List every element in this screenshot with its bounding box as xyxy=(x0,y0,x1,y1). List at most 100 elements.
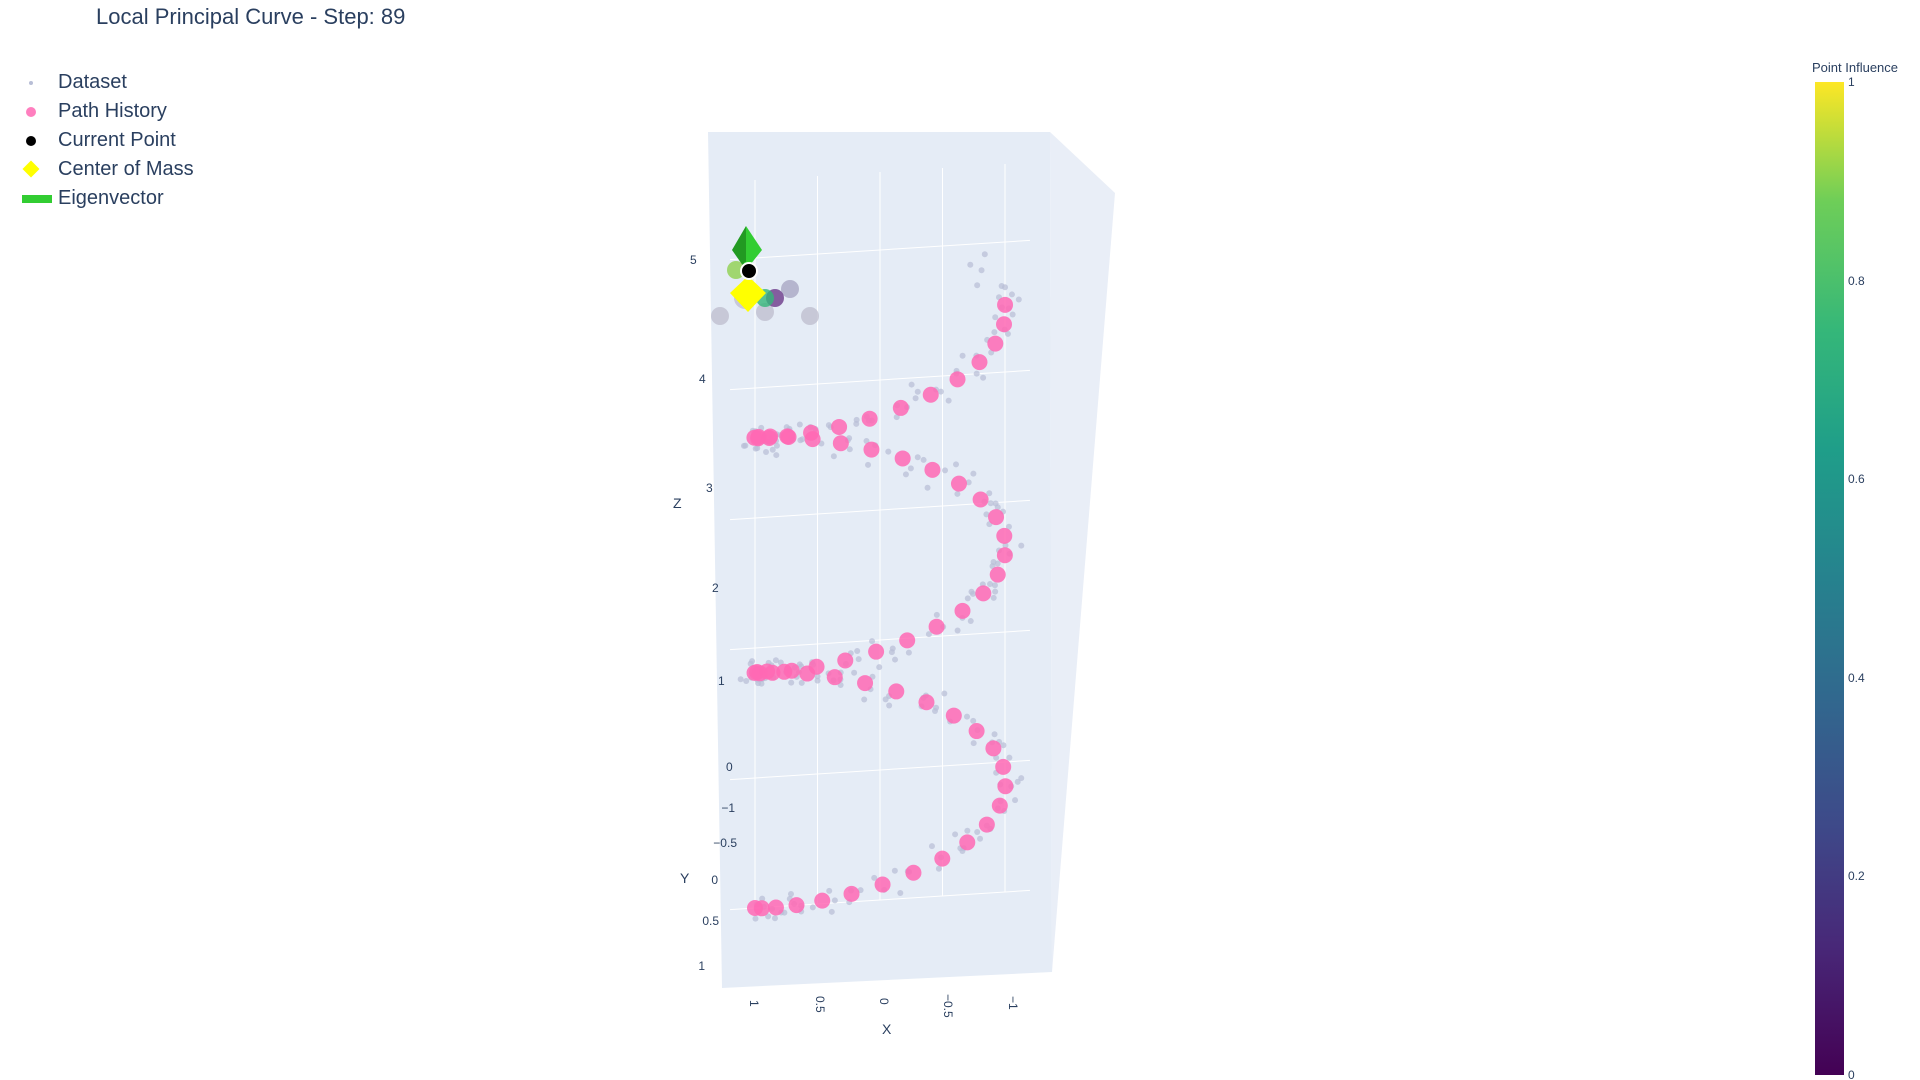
dataset-point xyxy=(991,582,998,589)
z-tick-0: 0 xyxy=(726,760,733,774)
colorbar: 1 0.8 0.6 0.4 0.2 0 xyxy=(1815,75,1865,1080)
dataset-point xyxy=(759,895,766,902)
dataset-point xyxy=(990,594,997,601)
dataset-point xyxy=(1004,330,1011,337)
dataset-point xyxy=(869,638,876,645)
x-tick-05: 0.5 xyxy=(813,996,827,1013)
dataset-point xyxy=(897,889,904,896)
dataset-point xyxy=(1008,291,1015,298)
path-history-point xyxy=(753,900,770,917)
path-history-point xyxy=(959,834,976,851)
path-history-point xyxy=(975,585,992,602)
y-axis-label: Y xyxy=(680,870,690,886)
legend-item-center-of-mass[interactable]: Center of Mass xyxy=(20,155,194,184)
y-axis-ticks: −1 −0.5 0 0.5 1 xyxy=(698,801,737,973)
path-history-point xyxy=(767,899,784,916)
dataset-point xyxy=(1018,542,1025,549)
y-tick-neg05: −0.5 xyxy=(713,836,737,850)
path-history-point xyxy=(996,527,1013,544)
x-tick-neg05: −0.5 xyxy=(941,994,955,1018)
path-history-points xyxy=(746,296,1014,917)
path-history-point xyxy=(899,632,916,649)
dataset-point xyxy=(885,448,892,455)
dataset-point xyxy=(871,874,878,881)
right-side-pane xyxy=(1050,132,1115,972)
dataset-point xyxy=(952,831,959,838)
dataset-point xyxy=(905,649,912,656)
path-history-point xyxy=(832,435,849,452)
dataset-point xyxy=(992,314,999,321)
dataset-point xyxy=(773,442,780,449)
colorbar-tick-04: 0.4 xyxy=(1848,671,1865,685)
dataset-point xyxy=(831,897,838,904)
dataset-point xyxy=(977,835,984,842)
path-history-point xyxy=(988,509,1005,526)
path-history-point xyxy=(918,694,935,711)
dataset-point xyxy=(953,461,960,468)
path-history-point xyxy=(934,850,951,867)
dataset-point xyxy=(865,461,872,468)
dataset-point xyxy=(1015,296,1022,303)
dataset-point xyxy=(1009,311,1016,318)
path-history-point xyxy=(803,424,820,441)
dataset-point xyxy=(964,713,971,720)
path-history-point xyxy=(868,643,885,660)
path-history-point xyxy=(978,816,995,833)
dataset-point xyxy=(967,261,974,268)
path-history-point xyxy=(837,652,854,669)
path-history-point xyxy=(928,618,945,635)
eigenvector-cone-right xyxy=(746,226,762,270)
legend-label-center-of-mass: Center of Mass xyxy=(58,158,194,180)
y-tick-0: 0 xyxy=(711,873,718,887)
dataset-point xyxy=(931,708,938,715)
y-tick-neg1: −1 xyxy=(721,801,735,815)
legend-item-current-point[interactable]: Current Point xyxy=(20,126,194,155)
path-history-point xyxy=(924,461,941,478)
path-history-point xyxy=(764,664,781,681)
path-history-point xyxy=(995,758,1012,775)
dataset-point xyxy=(912,395,919,402)
dataset-point xyxy=(978,267,985,274)
dataset-point xyxy=(876,664,883,671)
dataset-point xyxy=(853,416,860,423)
path-history-point xyxy=(751,665,768,682)
path-history-point xyxy=(857,675,874,692)
path-history-point xyxy=(861,410,878,427)
dataset-point xyxy=(980,374,987,381)
center-of-mass-marker xyxy=(730,276,766,312)
dataset-point xyxy=(758,680,765,687)
path-history-point xyxy=(843,885,860,902)
path-history-point xyxy=(892,399,909,416)
dataset-point xyxy=(882,696,889,703)
dataset-point xyxy=(772,657,779,664)
scene-panes xyxy=(708,132,1115,988)
path-history-point xyxy=(750,430,767,447)
dataset-point xyxy=(737,676,744,683)
dataset-point xyxy=(763,448,770,455)
legend-item-dataset[interactable]: Dataset xyxy=(20,68,194,97)
dataset-points xyxy=(737,251,1025,922)
dataset-point xyxy=(886,702,893,709)
legend-item-eigenvector[interactable]: Eigenvector xyxy=(20,184,194,213)
path-history-point xyxy=(996,316,1013,333)
dataset-point xyxy=(986,490,993,497)
current-point-marker xyxy=(740,262,758,280)
legend-item-path-history[interactable]: Path History xyxy=(20,97,194,126)
z-tick-1: 1 xyxy=(718,674,725,688)
path-history-point xyxy=(987,335,1004,352)
chart-title: Local Principal Curve - Step: 89 xyxy=(96,4,406,29)
dataset-point xyxy=(1006,754,1013,761)
dataset-point xyxy=(987,500,994,507)
dataset-point xyxy=(970,470,977,477)
path-history-point xyxy=(989,566,1006,583)
z-tick-4: 4 xyxy=(699,372,706,386)
dataset-point xyxy=(991,731,998,738)
dataset-point xyxy=(743,677,750,684)
dataset-point xyxy=(959,352,966,359)
dataset-point xyxy=(908,381,915,388)
dataset-point xyxy=(773,452,780,459)
dataset-point xyxy=(1002,284,1009,291)
path-history-point xyxy=(991,797,1008,814)
path-history-point xyxy=(950,475,967,492)
